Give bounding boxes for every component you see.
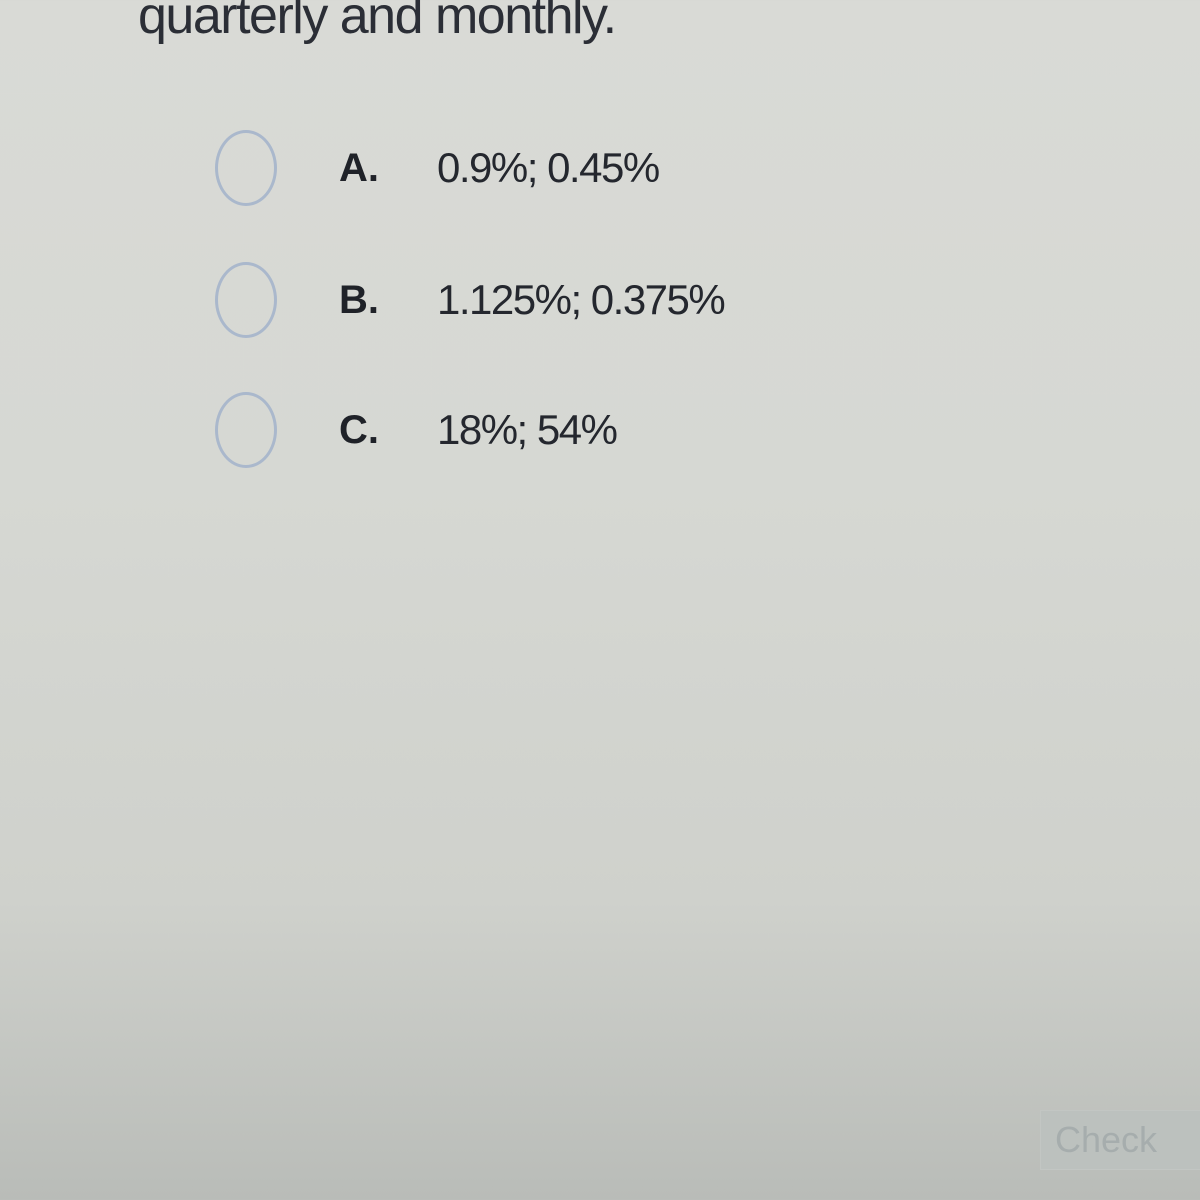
option-c[interactable]: C. 18%; 54% — [215, 392, 618, 468]
option-a[interactable]: A. 0.9%; 0.45% — [215, 130, 660, 206]
option-letter: A. — [339, 145, 379, 190]
radio-button[interactable] — [215, 130, 277, 206]
option-text: 18%; 54% — [437, 406, 618, 453]
radio-button[interactable] — [215, 262, 277, 338]
option-text: 1.125%; 0.375% — [437, 276, 726, 323]
question-text: quarterly and monthly. — [138, 0, 617, 45]
radio-button[interactable] — [215, 392, 277, 468]
check-button[interactable]: Check — [1040, 1110, 1200, 1170]
option-text: 0.9%; 0.45% — [437, 144, 660, 191]
option-letter: C. — [339, 407, 379, 452]
option-letter: B. — [339, 277, 379, 322]
option-b[interactable]: B. 1.125%; 0.375% — [215, 262, 726, 338]
